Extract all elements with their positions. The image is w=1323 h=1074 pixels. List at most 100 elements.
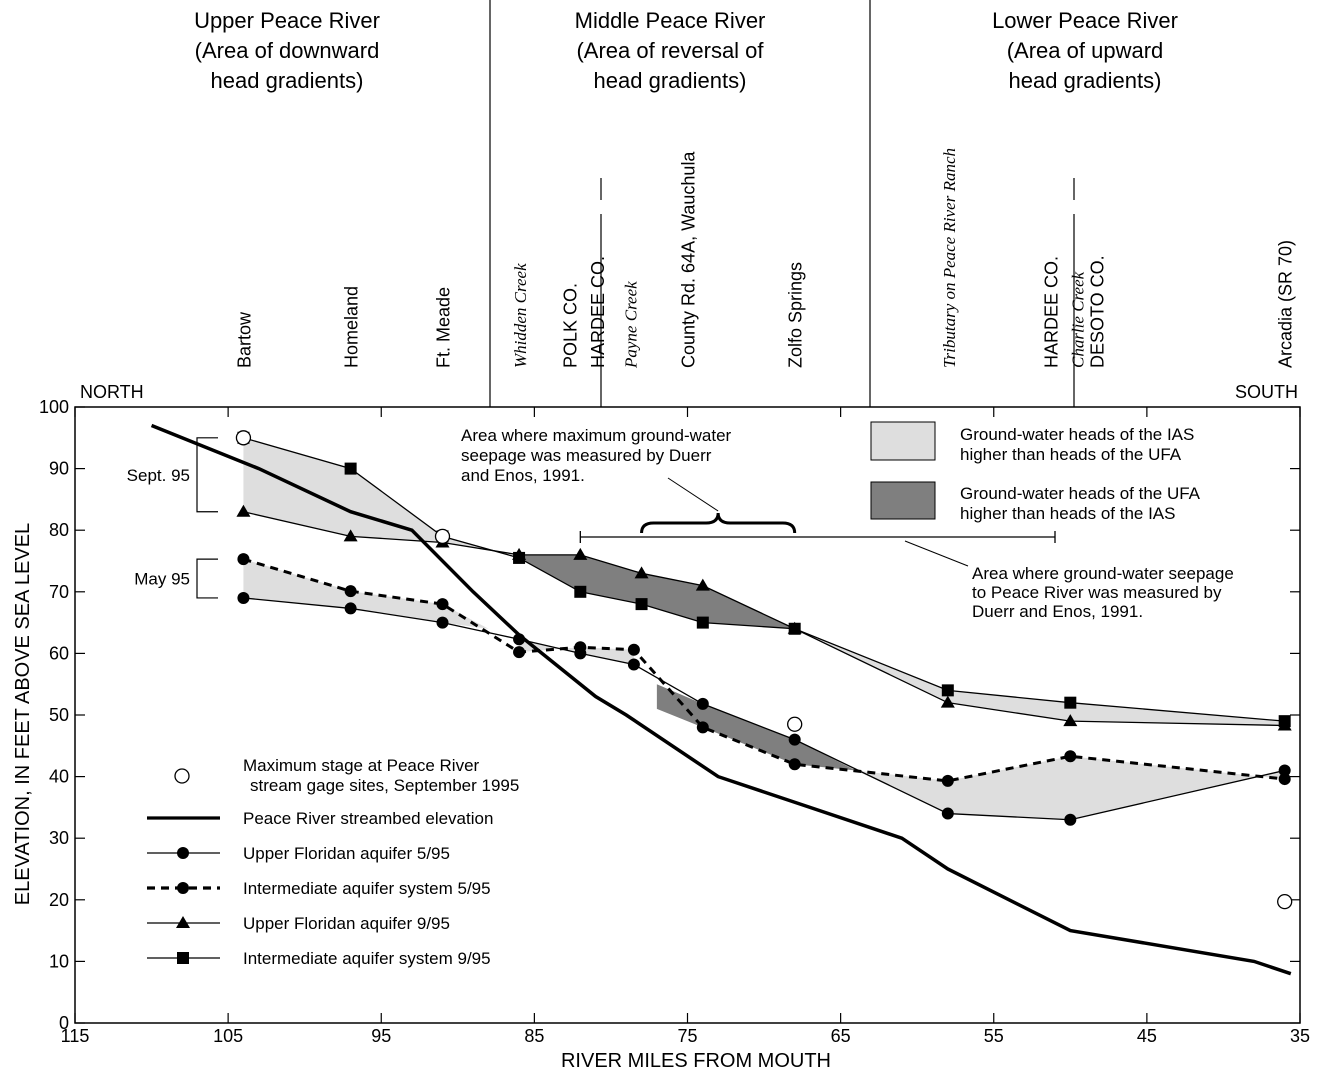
x-tick-label: 45	[1137, 1026, 1157, 1046]
site-label: Bartow	[234, 311, 254, 368]
triangle-point	[940, 695, 955, 708]
max-seepage-leader	[667, 477, 719, 512]
site-label: Tributary on Peace River Ranch	[940, 148, 959, 368]
circle-solid-point	[788, 733, 801, 746]
circle-dashed-point	[1278, 773, 1291, 786]
max-seepage-note: and Enos, 1991.	[461, 466, 585, 485]
site-label: Whidden Creek	[511, 263, 530, 368]
x-tick-label: 85	[524, 1026, 544, 1046]
y-tick-label: 0	[59, 1013, 69, 1033]
region-title-lower-1: (Area of upward	[1007, 38, 1164, 63]
square-point	[696, 616, 709, 629]
circle-dashed-point	[788, 758, 801, 771]
region-title-middle-1: (Area of reversal of	[576, 38, 764, 63]
legend-label-4: Intermediate aquifer system 9/95	[243, 949, 491, 968]
triangle-point	[573, 547, 588, 560]
y-tick-label: 20	[49, 890, 69, 910]
legend-marker-2	[177, 882, 189, 894]
max-seepage-note: Area where maximum ground-water	[461, 426, 732, 445]
site-label: Zolfo Springs	[786, 262, 806, 368]
x-tick-label: 65	[831, 1026, 851, 1046]
triangle-point	[634, 566, 649, 579]
seepage-note: to Peace River was measured by	[972, 583, 1222, 602]
y-tick-label: 50	[49, 705, 69, 725]
max-seepage-brace	[640, 512, 797, 534]
south-label: SOUTH	[1235, 382, 1298, 402]
open-circle-point	[235, 430, 252, 446]
streambed-line	[150, 423, 1292, 976]
y-tick-label: 40	[49, 767, 69, 787]
legend-max-stage-text: Maximum stage at Peace River	[243, 756, 480, 775]
square-point	[635, 598, 648, 611]
legend-marker-3	[176, 916, 190, 928]
legend-light-text: higher than heads of the UFA	[960, 445, 1182, 464]
region-title-upper-1: (Area of downward	[195, 38, 380, 63]
legend-label-3: Upper Floridan aquifer 9/95	[243, 914, 450, 933]
seepage-leader	[904, 540, 969, 567]
circle-solid-point	[436, 616, 449, 629]
square-point	[1278, 715, 1291, 728]
circle-dashed-point	[1064, 750, 1077, 763]
stage-bracket-label-0: Sept. 95	[127, 466, 190, 485]
region-title-middle-0: Middle Peace River	[575, 8, 766, 33]
circle-solid-point	[1064, 813, 1077, 826]
open-circle-point	[1277, 893, 1293, 910]
legend-label-2: Intermediate aquifer system 5/95	[243, 879, 491, 898]
y-axis-title: ELEVATION, IN FEET ABOVE SEA LEVEL	[12, 523, 34, 905]
legend-marker-4	[177, 952, 189, 964]
seepage-note: Area where ground-water seepage	[972, 564, 1234, 583]
square-point	[941, 684, 954, 697]
y-tick-label: 80	[49, 520, 69, 540]
circle-solid-point	[696, 697, 709, 710]
triangle-point	[1063, 714, 1078, 727]
y-tick-label: 90	[49, 459, 69, 479]
x-tick-label: 95	[371, 1026, 391, 1046]
triangle-point	[236, 504, 251, 517]
x-axis-title: RIVER MILES FROM MOUTH	[561, 1050, 831, 1072]
y-tick-label: 10	[49, 951, 69, 971]
triangle-point	[695, 578, 710, 591]
series-group	[150, 423, 1293, 976]
site-label: Ft. Meade	[434, 287, 454, 368]
x-tick-label: 75	[677, 1026, 697, 1046]
square-point	[513, 551, 526, 564]
triangle-point	[343, 529, 358, 542]
legend-dark-box	[870, 481, 936, 520]
stage-bracket-0	[196, 437, 218, 513]
circle-dashed-point	[627, 643, 640, 656]
circle-dashed-point	[941, 774, 954, 787]
circle-dashed-point	[696, 721, 709, 734]
site-label: Homeland	[342, 286, 362, 368]
max-seepage-note: seepage was measured by Duerr	[461, 446, 712, 465]
region-title-upper-2: head gradients)	[211, 68, 364, 93]
square-point	[788, 622, 801, 635]
legend-label-1: Upper Floridan aquifer 5/95	[243, 844, 450, 863]
square-point	[1064, 696, 1077, 709]
legend-max-stage-text: stream gage sites, September 1995	[250, 776, 519, 795]
axes: 115 105 95 85 75 65 55 45 35 0 10 20 30 40 50 60 70 80 90 1…	[39, 397, 1310, 1046]
circle-solid-point	[513, 633, 526, 646]
circle-dashed-point	[574, 641, 587, 654]
circle-dashed-point	[436, 598, 449, 611]
square-point	[574, 585, 587, 598]
site-label: County Rd. 64A, Wauchula	[679, 151, 699, 368]
fill-sept-ufa-higher	[519, 554, 795, 629]
x-tick-label: 35	[1290, 1026, 1310, 1046]
circle-solid-point	[1278, 764, 1291, 777]
circle-solid-point	[344, 602, 357, 615]
site-label: Charlie Creek	[1068, 271, 1087, 368]
circle-dashed-point	[344, 585, 357, 598]
region-title-upper-0: Upper Peace River	[194, 8, 380, 33]
site-label: Payne Creek	[621, 281, 640, 369]
header-group: Upper Peace River (Area of downward head g…	[194, 8, 1296, 369]
site-label: HARDEE CO.	[588, 256, 608, 368]
circle-solid-point	[237, 591, 250, 604]
y-tick-label: 30	[49, 828, 69, 848]
open-circle-point	[787, 716, 803, 732]
y-tick-label: 60	[49, 643, 69, 663]
y-tick-label: 100	[39, 397, 69, 417]
north-label: NORTH	[80, 382, 144, 402]
x-tick-label: 115	[61, 1026, 90, 1046]
